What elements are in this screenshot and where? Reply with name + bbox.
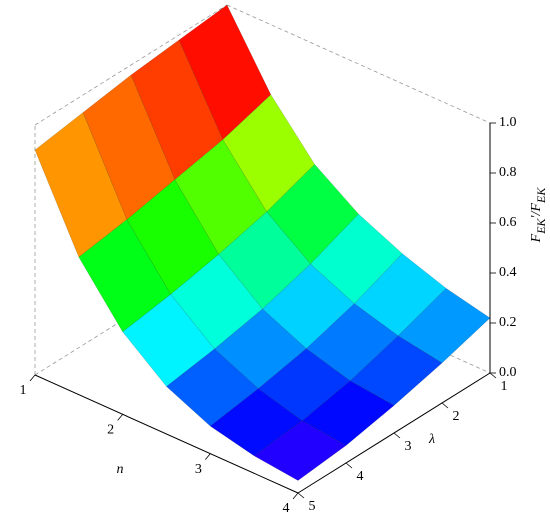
z-tick-label: 0.2 [499, 315, 517, 330]
x-tick-label: 3 [195, 462, 202, 477]
x-tick [292, 492, 299, 500]
z-tick-label: 0.8 [499, 165, 517, 180]
z-title-part: EK [534, 187, 548, 204]
y-tick [489, 372, 497, 379]
box-edge [34, 4, 228, 126]
y-tick [345, 462, 353, 469]
x-tick-label: 2 [107, 423, 114, 438]
y-tick [297, 492, 305, 499]
z-tick-label: 0.0 [499, 365, 517, 380]
z-tick-label: 1.0 [499, 115, 517, 130]
x-axis [34, 374, 299, 494]
box-edge [226, 4, 491, 124]
z-title-part: '/F [529, 203, 544, 219]
z-tick-label: 0.6 [499, 215, 517, 230]
y-tick [393, 432, 401, 439]
x-tick-label: 4 [283, 501, 290, 516]
z-tick-label: 0.4 [499, 265, 517, 280]
y-tick-label: 4 [357, 469, 364, 484]
x-axis-title: n [117, 462, 124, 477]
z-title-part: EK [534, 217, 548, 234]
y-tick-label: 5 [309, 499, 316, 514]
x-tick [29, 374, 36, 382]
y-tick-label: 3 [405, 439, 412, 454]
y-tick-label: 2 [453, 409, 460, 424]
x-tick [117, 414, 123, 421]
y-tick-label: 1 [501, 379, 508, 394]
z-title-part: F [529, 233, 544, 243]
x-tick [205, 453, 211, 460]
x-tick-label: 1 [20, 383, 27, 398]
surface-patch [253, 420, 347, 481]
y-axis-title: λ [428, 432, 435, 447]
y-tick [441, 402, 449, 409]
z-axis-title: FEK'/FEK [529, 187, 548, 244]
